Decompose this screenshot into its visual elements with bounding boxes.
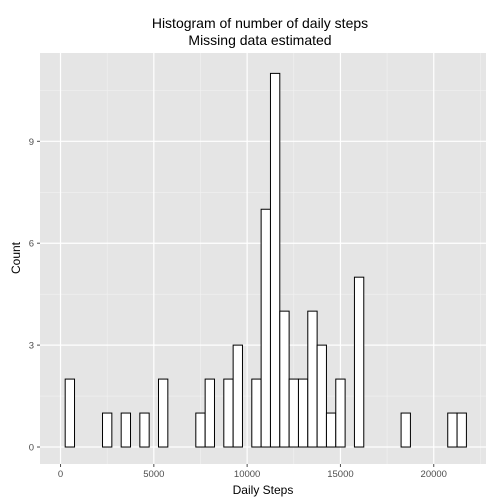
y-axis-ticks: 0 3 6 9 <box>29 137 40 454</box>
histogram-bar-30 <box>336 379 345 447</box>
x-axis-ticks: 0 5000 10000 15000 20000 <box>58 464 447 480</box>
y-tick-label-0: 0 <box>29 443 34 454</box>
y-tick-label-2: 6 <box>29 239 34 250</box>
x-tick-label-2: 10000 <box>234 469 260 480</box>
histogram-bar-15 <box>196 413 205 447</box>
histogram-bar-5 <box>103 413 112 447</box>
x-axis-title: Daily Steps <box>233 483 294 497</box>
histogram-bar-7 <box>121 413 130 447</box>
histogram-bar-27 <box>308 311 317 447</box>
histogram-bar-21 <box>252 379 261 447</box>
histogram-bar-1 <box>65 379 74 447</box>
x-tick-label-1: 5000 <box>143 469 164 480</box>
histogram-bar-24 <box>280 311 289 447</box>
histogram-bar-23 <box>270 73 279 447</box>
histogram-bar-11 <box>159 379 168 447</box>
histogram-bar-26 <box>298 379 307 447</box>
histogram-bar-32 <box>354 277 363 447</box>
histogram-bar-42 <box>448 413 457 447</box>
x-tick-label-4: 20000 <box>421 469 447 480</box>
y-axis-title: Count <box>9 241 23 274</box>
histogram-bar-29 <box>326 413 335 447</box>
y-tick-label-3: 9 <box>29 137 34 148</box>
y-tick-label-1: 3 <box>29 341 34 352</box>
histogram-bar-28 <box>317 345 326 447</box>
histogram-bar-16 <box>205 379 214 447</box>
histogram-bar-25 <box>289 379 298 447</box>
x-tick-label-0: 0 <box>58 469 63 480</box>
x-tick-label-3: 15000 <box>327 469 353 480</box>
histogram-bar-37 <box>401 413 410 447</box>
chart-title: Histogram of number of daily steps <box>152 15 368 31</box>
histogram-bar-18 <box>224 379 233 447</box>
histogram-bar-22 <box>261 209 270 447</box>
histogram-bar-43 <box>457 413 466 447</box>
histogram-bar-19 <box>233 345 242 447</box>
histogram-bar-9 <box>140 413 149 447</box>
chart-subtitle: Missing data estimated <box>188 32 331 48</box>
